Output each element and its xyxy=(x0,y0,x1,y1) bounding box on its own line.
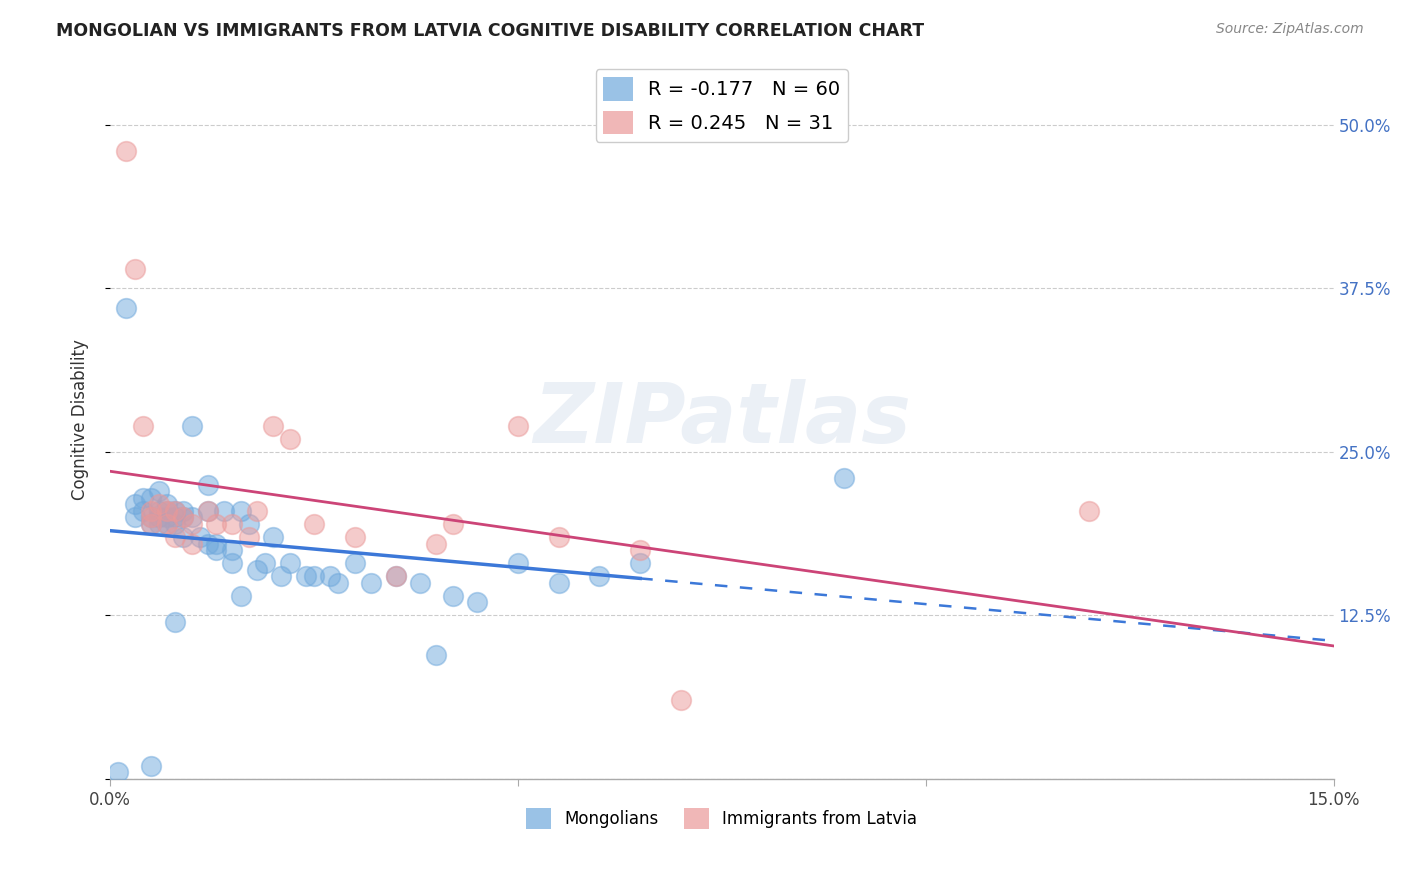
Point xyxy=(229,504,252,518)
Point xyxy=(165,504,187,518)
Point xyxy=(180,510,202,524)
Point xyxy=(425,536,447,550)
Point xyxy=(156,497,179,511)
Point xyxy=(205,516,228,531)
Point xyxy=(165,530,187,544)
Point xyxy=(156,510,179,524)
Point xyxy=(165,504,187,518)
Point xyxy=(139,516,162,531)
Point xyxy=(115,144,138,158)
Point xyxy=(384,569,406,583)
Point xyxy=(506,556,529,570)
Point xyxy=(139,516,162,531)
Point xyxy=(409,575,432,590)
Point xyxy=(107,765,129,780)
Point xyxy=(441,589,464,603)
Point xyxy=(197,504,219,518)
Y-axis label: Cognitive Disability: Cognitive Disability xyxy=(72,339,89,500)
Point xyxy=(547,575,569,590)
Point xyxy=(221,556,243,570)
Point xyxy=(139,491,162,505)
Text: MONGOLIAN VS IMMIGRANTS FROM LATVIA COGNITIVE DISABILITY CORRELATION CHART: MONGOLIAN VS IMMIGRANTS FROM LATVIA COGN… xyxy=(56,22,924,40)
Point xyxy=(628,556,651,570)
Point xyxy=(172,530,194,544)
Point xyxy=(131,418,153,433)
Point xyxy=(148,497,170,511)
Point xyxy=(139,510,162,524)
Point xyxy=(124,497,146,511)
Point xyxy=(343,530,366,544)
Text: ZIPatlas: ZIPatlas xyxy=(533,379,911,459)
Point xyxy=(1077,504,1099,518)
Point xyxy=(165,516,187,531)
Point xyxy=(254,556,277,570)
Point xyxy=(148,504,170,518)
Point xyxy=(221,543,243,558)
Point xyxy=(262,530,284,544)
Point xyxy=(124,261,146,276)
Point xyxy=(156,504,179,518)
Point xyxy=(197,504,219,518)
Text: Source: ZipAtlas.com: Source: ZipAtlas.com xyxy=(1216,22,1364,37)
Point xyxy=(669,693,692,707)
Point xyxy=(172,504,194,518)
Point xyxy=(139,759,162,773)
Point xyxy=(180,536,202,550)
Point xyxy=(115,301,138,315)
Point xyxy=(188,530,211,544)
Point xyxy=(302,516,325,531)
Point xyxy=(197,477,219,491)
Point xyxy=(506,418,529,433)
Point xyxy=(124,510,146,524)
Point xyxy=(205,543,228,558)
Point xyxy=(165,510,187,524)
Point xyxy=(278,556,301,570)
Point xyxy=(302,569,325,583)
Point xyxy=(262,418,284,433)
Point xyxy=(148,510,170,524)
Point xyxy=(295,569,318,583)
Point xyxy=(270,569,292,583)
Point xyxy=(156,504,179,518)
Point xyxy=(148,516,170,531)
Legend: Mongolians, Immigrants from Latvia: Mongolians, Immigrants from Latvia xyxy=(520,802,924,835)
Point xyxy=(343,556,366,570)
Point xyxy=(131,504,153,518)
Point xyxy=(832,471,855,485)
Point xyxy=(180,418,202,433)
Point xyxy=(156,516,179,531)
Point xyxy=(221,516,243,531)
Point xyxy=(197,536,219,550)
Point xyxy=(360,575,382,590)
Point xyxy=(139,510,162,524)
Point xyxy=(214,504,236,518)
Point xyxy=(165,615,187,629)
Point xyxy=(628,543,651,558)
Point xyxy=(319,569,342,583)
Point xyxy=(278,432,301,446)
Point xyxy=(139,504,162,518)
Point xyxy=(547,530,569,544)
Point xyxy=(246,563,269,577)
Point xyxy=(148,484,170,499)
Point xyxy=(246,504,269,518)
Point xyxy=(172,510,194,524)
Point xyxy=(205,536,228,550)
Point xyxy=(238,530,260,544)
Point xyxy=(384,569,406,583)
Point xyxy=(465,595,488,609)
Point xyxy=(425,648,447,662)
Point xyxy=(172,510,194,524)
Point xyxy=(229,589,252,603)
Point xyxy=(156,516,179,531)
Point xyxy=(131,491,153,505)
Point xyxy=(588,569,610,583)
Point xyxy=(180,516,202,531)
Point xyxy=(238,516,260,531)
Point xyxy=(441,516,464,531)
Point xyxy=(328,575,350,590)
